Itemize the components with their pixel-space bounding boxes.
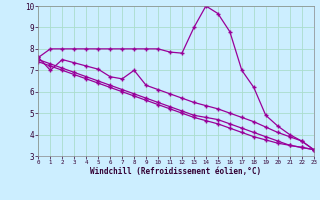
X-axis label: Windchill (Refroidissement éolien,°C): Windchill (Refroidissement éolien,°C) <box>91 167 261 176</box>
